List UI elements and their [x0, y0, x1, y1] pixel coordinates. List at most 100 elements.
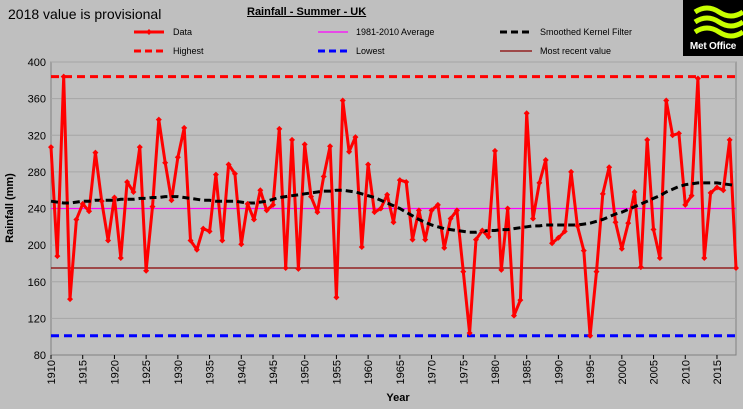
data-point [504, 205, 511, 212]
data-point [48, 144, 54, 151]
data-point [295, 265, 302, 272]
data-point [212, 171, 219, 178]
data-point [365, 161, 372, 168]
data-point [54, 253, 61, 260]
legend-label-smoothed: Smoothed Kernel Filter [540, 27, 632, 37]
y-tick-label: 360 [28, 94, 46, 106]
data-point [187, 237, 194, 244]
data-point [289, 136, 296, 143]
data-point [73, 216, 80, 223]
x-tick-label: 1915 [78, 360, 90, 384]
provisional-note: 2018 value is provisional [8, 6, 162, 22]
legend-label-average: 1981-2010 Average [356, 27, 434, 37]
data-point [675, 130, 682, 137]
data-point [606, 164, 613, 171]
data-point [511, 312, 518, 319]
x-tick-label: 1985 [522, 360, 534, 384]
data-point [460, 268, 467, 275]
data-point [149, 203, 156, 210]
x-tick-label: 1980 [490, 360, 502, 384]
data-point [67, 296, 74, 303]
x-tick-label: 1930 [173, 360, 185, 384]
data-point [631, 189, 638, 196]
data-point [200, 225, 207, 232]
x-tick-label: 1935 [205, 360, 217, 384]
legend-label-highest: Highest [173, 46, 204, 56]
y-tick-label: 160 [28, 277, 46, 289]
data-point [688, 192, 695, 199]
x-axis-title: Year [386, 392, 410, 404]
data-point [650, 226, 657, 233]
data-point [517, 297, 524, 304]
data-point [155, 116, 162, 123]
data-point [111, 194, 118, 201]
legend-marker-data [146, 29, 152, 35]
smoothed-line [50, 181, 737, 234]
logo-text: Met Office [689, 41, 737, 52]
data-point [396, 177, 403, 184]
x-tick-label: 1990 [553, 360, 565, 384]
x-tick-label: 1910 [46, 360, 58, 384]
data-point [130, 189, 137, 196]
data-point [707, 189, 714, 196]
data-point [682, 201, 689, 208]
data-point [250, 216, 257, 223]
data-point [117, 254, 124, 261]
data-point [472, 236, 479, 243]
data-point [593, 268, 600, 275]
data-point [225, 161, 232, 168]
y-axis: 80 120 160 200 240 280 320 360 400 [28, 57, 46, 362]
data-point [733, 265, 739, 272]
data-point [580, 247, 587, 254]
y-tick-label: 320 [28, 130, 46, 142]
data-point [327, 143, 334, 150]
data-point [193, 246, 200, 253]
x-tick-label: 2000 [617, 360, 629, 384]
data-point [168, 197, 175, 204]
data-point [371, 209, 378, 216]
data-point [574, 222, 581, 229]
x-tick-label: 1940 [236, 360, 248, 384]
data-point [491, 147, 498, 154]
data-point [301, 141, 308, 148]
x-tick-label: 1955 [331, 360, 343, 384]
x-tick-label: 1965 [395, 360, 407, 384]
y-tick-label: 200 [28, 240, 46, 252]
legend-label-recent: Most recent value [540, 46, 611, 56]
legend-label-lowest: Lowest [356, 46, 385, 56]
x-tick-label: 1975 [458, 360, 470, 384]
data-markers [48, 73, 739, 339]
x-tick-label: 1925 [141, 360, 153, 384]
data-point [105, 237, 112, 244]
reference-lines [51, 75, 736, 338]
data-point [308, 193, 315, 200]
met-office-logo-icon [693, 5, 743, 39]
data-point [669, 132, 676, 139]
y-tick-label: 120 [28, 313, 46, 325]
data-point [434, 201, 441, 208]
data-point [542, 156, 549, 163]
data-point [415, 207, 422, 214]
x-tick-label: 2005 [649, 360, 661, 384]
data-point [124, 178, 131, 185]
data-point [568, 168, 575, 175]
data-point [282, 265, 289, 272]
data-point [206, 228, 213, 235]
data-point [701, 254, 708, 261]
data-point [358, 243, 365, 250]
data-point [720, 187, 727, 194]
data-point [384, 191, 391, 198]
chart-title: Rainfall - Summer - UK [247, 6, 367, 18]
x-tick-label: 1960 [363, 360, 375, 384]
x-tick-label: 2015 [712, 360, 724, 384]
data-point [257, 187, 264, 194]
data-point [238, 241, 245, 248]
x-tick-label: 2010 [680, 360, 692, 384]
data-point [231, 170, 238, 177]
data-point [530, 215, 537, 222]
data-point [377, 205, 384, 212]
data-point [60, 73, 67, 80]
data-point [390, 219, 397, 226]
data-point [422, 236, 429, 243]
legend: Data 1981-2010 Average Smoothed Kernel F… [134, 27, 632, 56]
